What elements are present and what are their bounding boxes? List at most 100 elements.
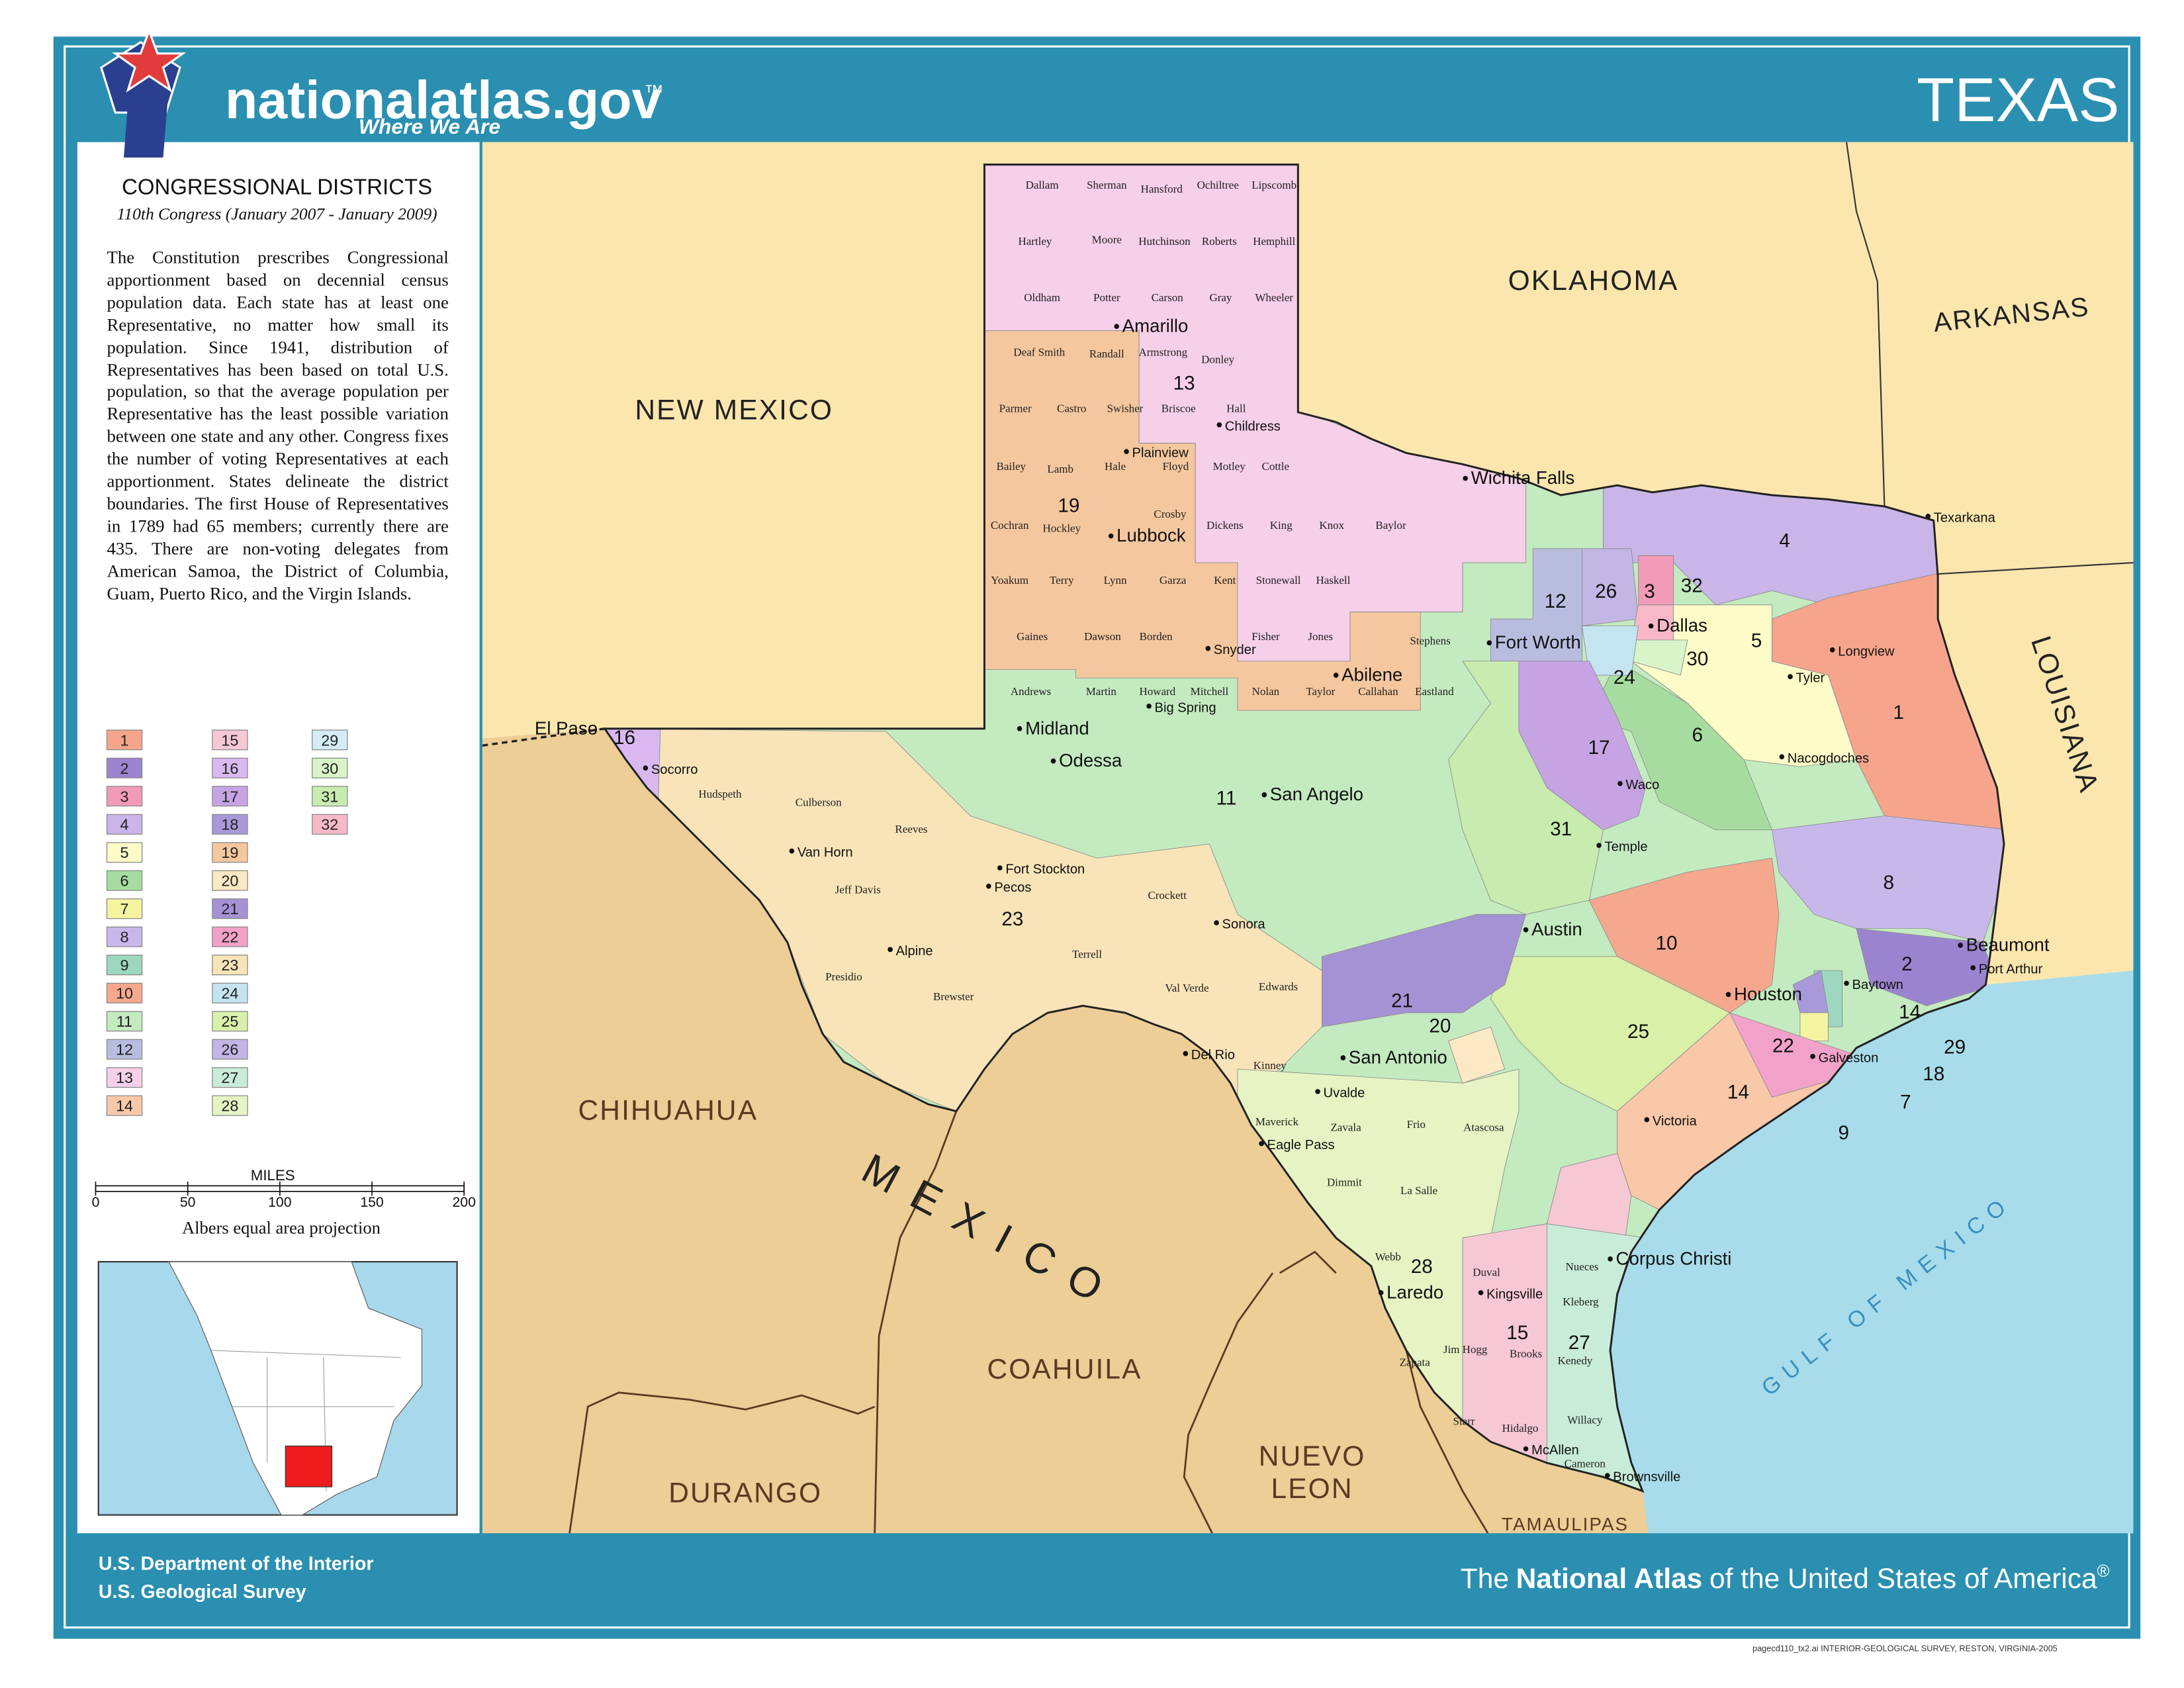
- district-number: 29: [1944, 1037, 1966, 1058]
- city-dot: [789, 848, 795, 854]
- county-label: Cameron: [1565, 1457, 1606, 1470]
- legend-label: 5: [120, 844, 129, 861]
- city-dot: [1333, 673, 1339, 678]
- city-label: Alpine: [896, 944, 933, 959]
- county-label: Gaines: [1017, 630, 1048, 643]
- legend-label: 26: [221, 1041, 238, 1058]
- county-label: Hudspeth: [698, 788, 742, 800]
- agency: U.S. Department of the Interior: [99, 1553, 374, 1574]
- legend-swatch: [212, 786, 248, 807]
- district-area: [1448, 661, 1604, 915]
- legend-swatch: [106, 786, 143, 807]
- county-label: Borden: [1140, 630, 1173, 643]
- legend-label: 24: [221, 985, 238, 1002]
- county-label: Garza: [1160, 574, 1187, 586]
- legend-swatch: [212, 814, 248, 835]
- district-number: 24: [1614, 667, 1635, 688]
- county-label: Willacy: [1567, 1413, 1603, 1426]
- county-label: Starr: [1453, 1415, 1475, 1428]
- county-label: Duval: [1473, 1266, 1500, 1278]
- city-label: Del Rio: [1191, 1048, 1235, 1062]
- district-number: 21: [1391, 990, 1413, 1011]
- legend-swatch: [106, 898, 143, 919]
- credit: The National Atlas of the United States of…: [1461, 1562, 2110, 1595]
- legend-swatch: [106, 982, 143, 1004]
- district-number: 14: [1899, 1001, 1921, 1023]
- district-number: 23: [1001, 908, 1023, 930]
- city-label: Nacogdoches: [1788, 751, 1869, 766]
- district-number: 16: [614, 727, 635, 749]
- county-label: Hockley: [1043, 522, 1081, 534]
- district-number: 6: [1692, 724, 1704, 746]
- region-label: NEW MEXICO: [635, 395, 833, 426]
- city-dot: [1478, 1290, 1484, 1295]
- city-dot: [1958, 943, 1963, 948]
- city-dot: [1108, 533, 1114, 539]
- county-label: Mitchell: [1191, 685, 1229, 698]
- logo: nationalatlas.gov ™ Where We Are: [100, 28, 664, 158]
- district-number: 27: [1569, 1332, 1590, 1354]
- county-label: Nueces: [1566, 1260, 1599, 1273]
- city-label: Fort Worth: [1495, 632, 1581, 653]
- state-title: TEXAS: [1917, 65, 2120, 134]
- district-area: [1856, 928, 1997, 1006]
- city-label: Odessa: [1059, 750, 1122, 771]
- city-dot: [1261, 792, 1267, 798]
- city-label: Lubbock: [1116, 525, 1186, 545]
- legend-label: 12: [116, 1041, 133, 1058]
- legend-label: 30: [321, 760, 338, 777]
- county-label: Stonewall: [1256, 574, 1301, 586]
- county-label: Hidalgo: [1502, 1422, 1539, 1434]
- county-label: Gray: [1209, 291, 1232, 304]
- scale-tick-label: 0: [92, 1194, 100, 1210]
- city-dot: [1523, 1446, 1529, 1452]
- county-label: Ochiltree: [1197, 179, 1239, 191]
- district-area: [1321, 914, 1527, 1027]
- county-label: Dickens: [1206, 519, 1244, 532]
- county-label: Terry: [1050, 574, 1074, 586]
- city-label: Houston: [1734, 984, 1802, 1004]
- city-label: Plainview: [1132, 446, 1189, 461]
- city-dot: [1810, 1054, 1815, 1059]
- legend-swatch: [106, 870, 143, 891]
- panel-text: The Constitution prescribes Congressiona…: [107, 248, 449, 603]
- legend-swatch: [212, 955, 248, 976]
- legend-label: 9: [120, 957, 129, 974]
- county-label: Oldham: [1024, 291, 1060, 304]
- county-label: Howard: [1139, 685, 1175, 698]
- county-label: Lamb: [1047, 463, 1073, 475]
- county-label: Lipscomb: [1251, 179, 1297, 191]
- legend-label: 20: [221, 872, 238, 890]
- county-label: Castro: [1057, 402, 1086, 415]
- district-area: [1448, 1026, 1506, 1084]
- texas-outline: [602, 164, 2005, 1493]
- county-label: Martin: [1086, 685, 1117, 698]
- district-number: 5: [1751, 630, 1762, 652]
- region-label: NUEVO: [1259, 1441, 1366, 1472]
- city-dot: [1486, 640, 1492, 645]
- city-dot: [1648, 623, 1654, 629]
- county-label: Webb: [1375, 1250, 1401, 1263]
- county-label: Kent: [1214, 574, 1236, 586]
- district-number: 31: [1550, 818, 1572, 840]
- district-number: 13: [1173, 373, 1195, 395]
- city-label: Temple: [1605, 840, 1648, 855]
- county-label: Motley: [1213, 460, 1246, 473]
- county-label: Brewster: [933, 990, 974, 1003]
- district-number: 8: [1883, 872, 1894, 894]
- city-dot: [997, 865, 1003, 870]
- legend-label: 3: [120, 788, 129, 805]
- city-label: Amarillo: [1122, 316, 1189, 336]
- district-area: [1799, 1012, 1829, 1041]
- credit-part: of the United States of America: [1709, 1564, 2097, 1595]
- city-dot: [1779, 754, 1785, 760]
- site-name: nationalatlas.gov: [225, 71, 662, 130]
- district-number: 14: [1727, 1082, 1749, 1103]
- scale-tick-label: 50: [180, 1194, 196, 1210]
- city-dot: [1214, 920, 1219, 925]
- county-label: Crockett: [1148, 889, 1187, 902]
- district-number: 11: [1216, 788, 1236, 810]
- legend-label: 18: [221, 816, 238, 833]
- county-label: Jeff Davis: [835, 883, 881, 896]
